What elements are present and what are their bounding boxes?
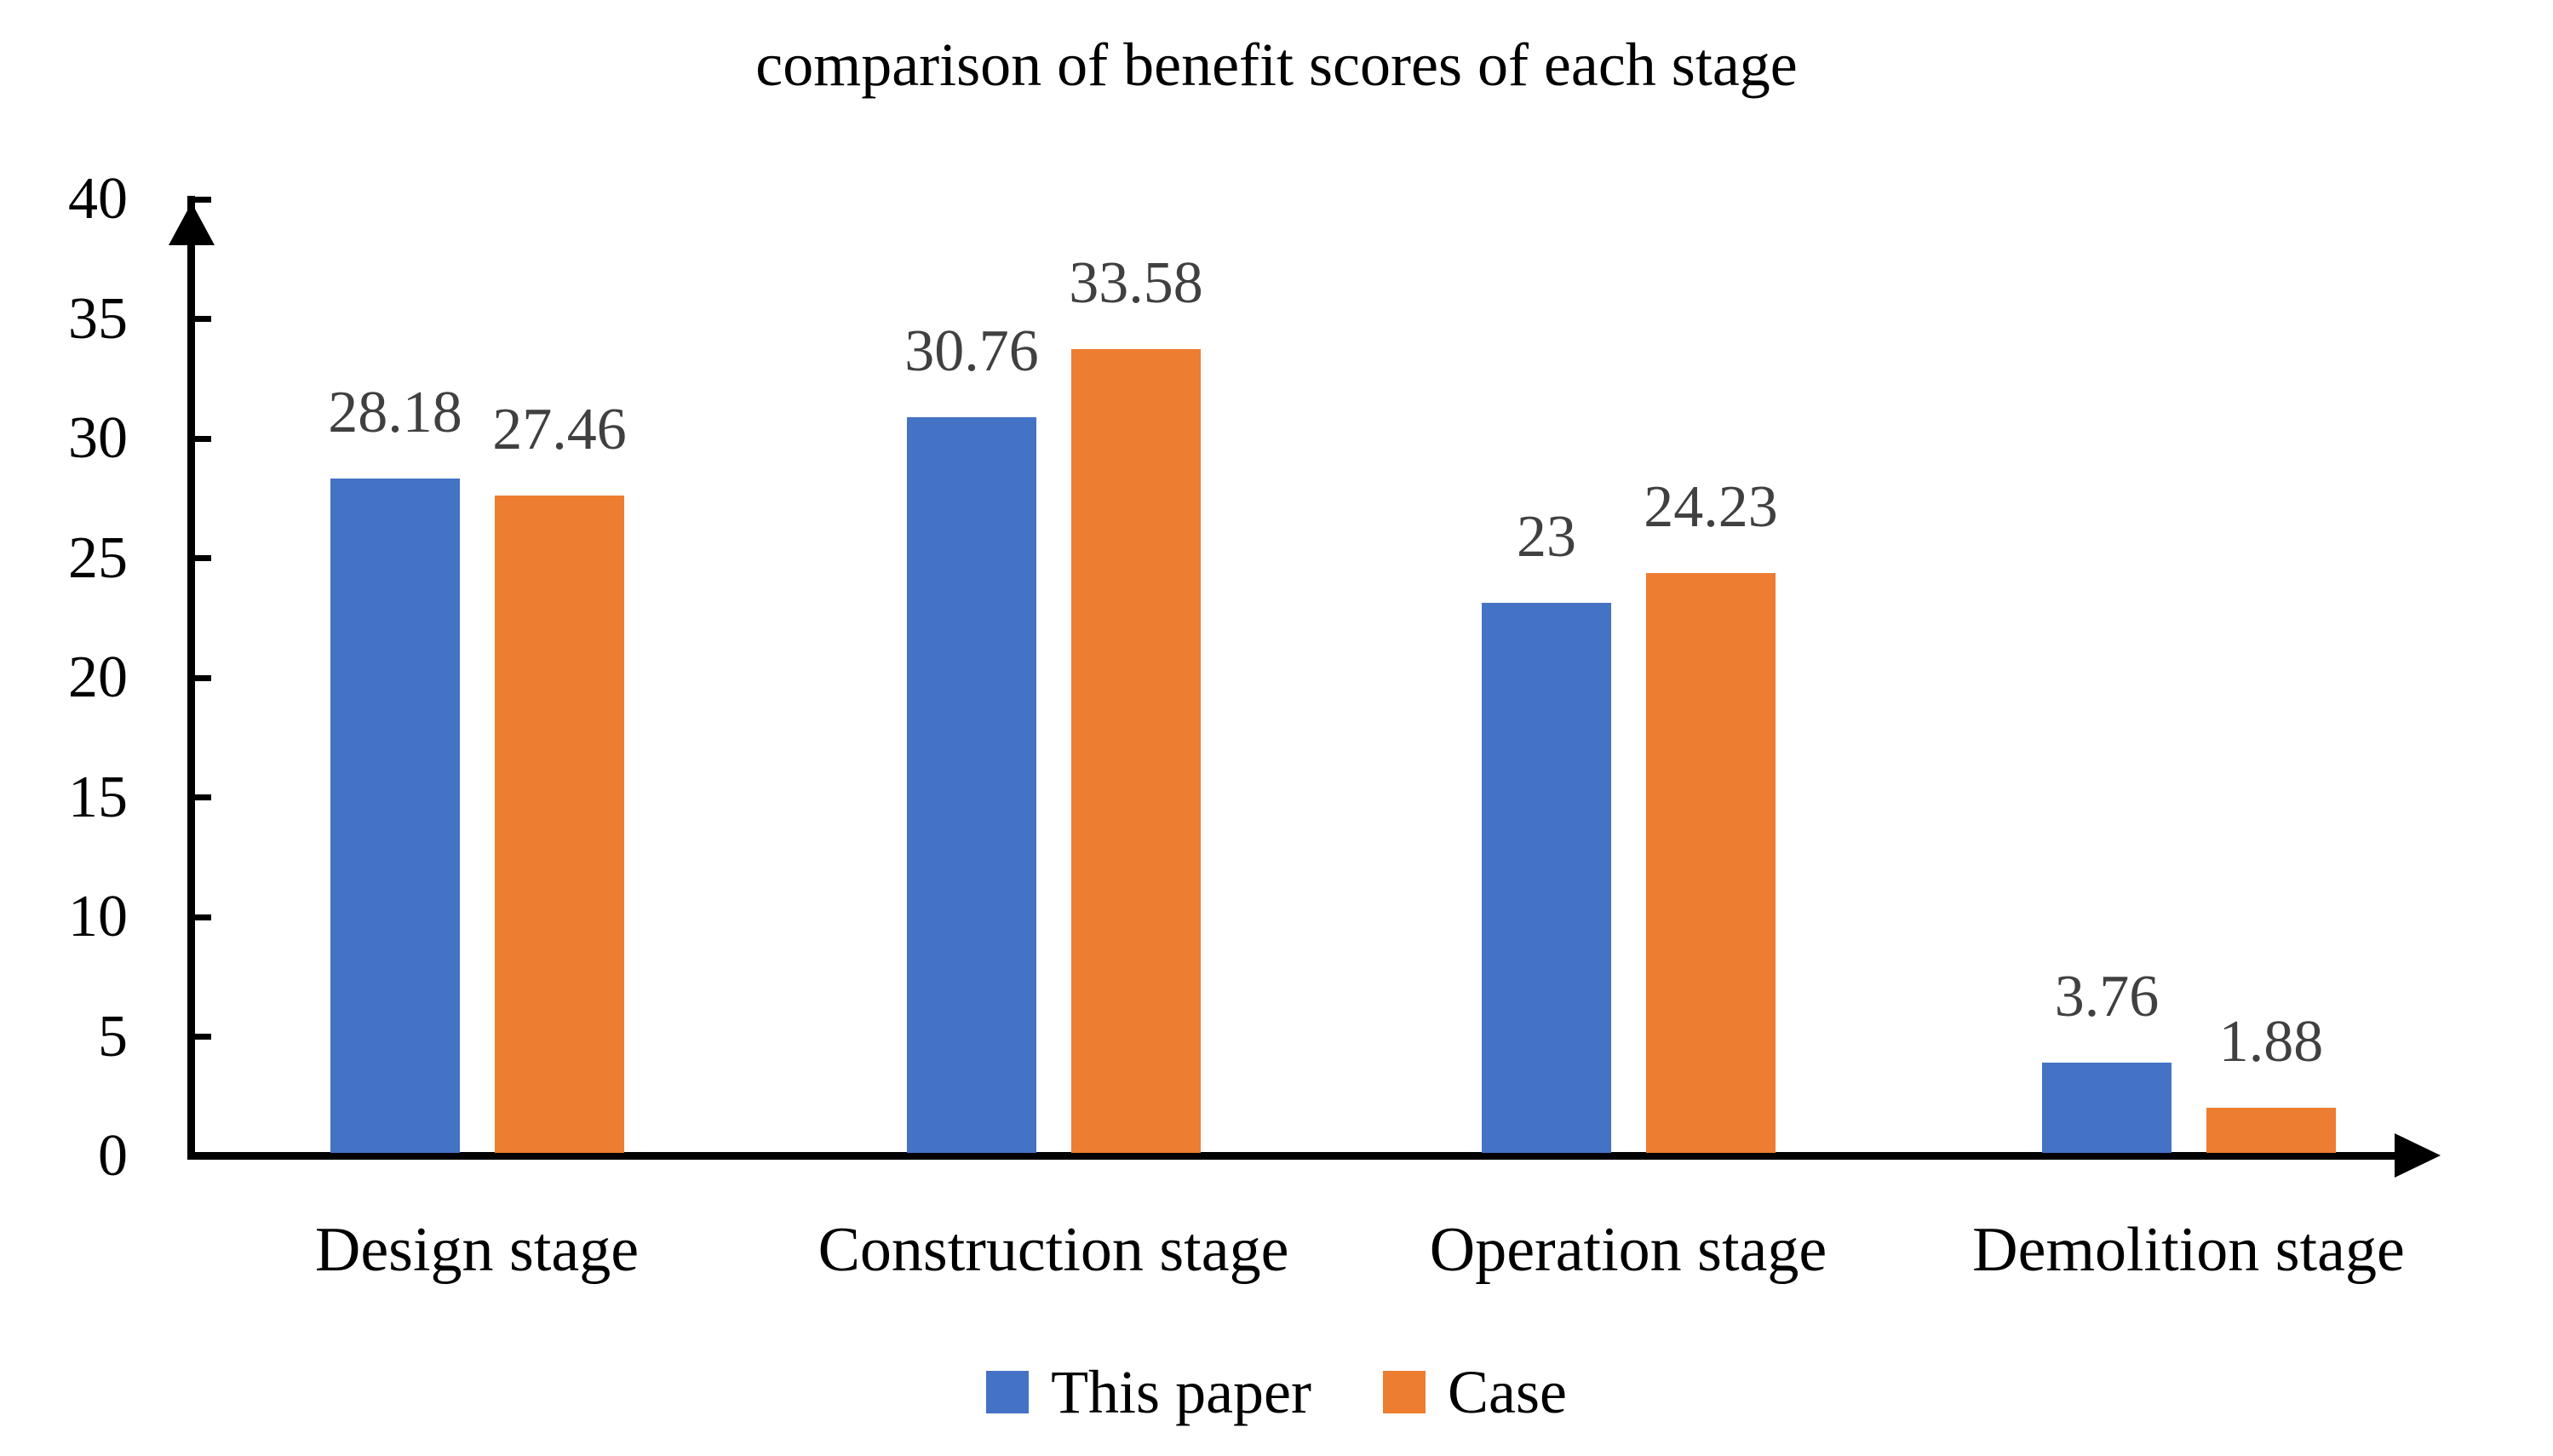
x-axis-line	[187, 1152, 2396, 1160]
y-axis-tick-30	[195, 436, 211, 442]
y-axis-tick-20	[195, 675, 211, 681]
legend-swatch-case	[1382, 1371, 1426, 1413]
bar-this-paper-construction-stage	[907, 417, 1036, 1153]
x-axis-arrow-icon	[2395, 1133, 2441, 1178]
y-axis-tick-label-5: 5	[98, 1004, 128, 1069]
legend-label-this-paper: This paper	[1051, 1358, 1311, 1426]
y-axis-tick-label-15: 15	[68, 765, 128, 830]
y-axis-tick-label-40: 40	[68, 166, 128, 232]
legend: This paper Case	[0, 1358, 2553, 1426]
bar-case-design-stage	[495, 496, 624, 1153]
y-axis-line	[187, 196, 195, 1160]
bar-case-construction-stage	[1071, 349, 1201, 1153]
data-label-case-operation-stage: 24.23	[1644, 474, 1778, 540]
legend-swatch-this-paper	[986, 1371, 1030, 1413]
data-label-this-paper-demolition-stage: 3.76	[2054, 964, 2160, 1029]
y-axis-tick-label-0: 0	[98, 1123, 128, 1189]
legend-item-case: Case	[1382, 1358, 1567, 1426]
legend-item-this-paper: This paper	[986, 1361, 1311, 1423]
y-axis-tick-label-35: 35	[68, 286, 128, 352]
bar-case-demolition-stage	[2206, 1108, 2336, 1153]
y-axis-tick-25	[195, 555, 211, 561]
data-label-case-design-stage: 27.46	[492, 397, 627, 462]
legend-label-case: Case	[1447, 1358, 1567, 1426]
data-label-this-paper-design-stage: 28.18	[328, 380, 462, 445]
y-axis-tick-label-25: 25	[68, 525, 128, 591]
bar-case-operation-stage	[1646, 573, 1776, 1153]
data-label-case-construction-stage: 33.58	[1069, 250, 1203, 316]
bar-this-paper-design-stage	[330, 479, 460, 1153]
category-label-construction-stage: Construction stage	[818, 1215, 1289, 1285]
y-axis-tick-40	[195, 197, 211, 203]
y-axis-tick-label-10: 10	[68, 884, 128, 949]
category-label-operation-stage: Operation stage	[1429, 1215, 1827, 1285]
bar-this-paper-demolition-stage	[2042, 1063, 2171, 1153]
y-axis-tick-5	[195, 1034, 211, 1040]
category-label-demolition-stage: Demolition stage	[1972, 1215, 2405, 1285]
category-label-design-stage: Design stage	[314, 1215, 640, 1285]
chart-title: comparison of benefit scores of each sta…	[755, 31, 1798, 99]
y-axis-arrow-icon	[169, 203, 215, 245]
data-label-this-paper-operation-stage: 23	[1517, 504, 1576, 570]
data-label-this-paper-construction-stage: 30.76	[904, 318, 1039, 384]
data-label-case-demolition-stage: 1.88	[2218, 1009, 2324, 1075]
y-axis-tick-10	[195, 914, 211, 920]
y-axis-tick-label-30: 30	[68, 405, 128, 471]
y-axis-tick-15	[195, 794, 211, 800]
y-axis-tick-35	[195, 316, 211, 322]
bar-this-paper-operation-stage	[1482, 603, 1611, 1153]
y-axis-tick-label-20: 20	[68, 645, 128, 710]
